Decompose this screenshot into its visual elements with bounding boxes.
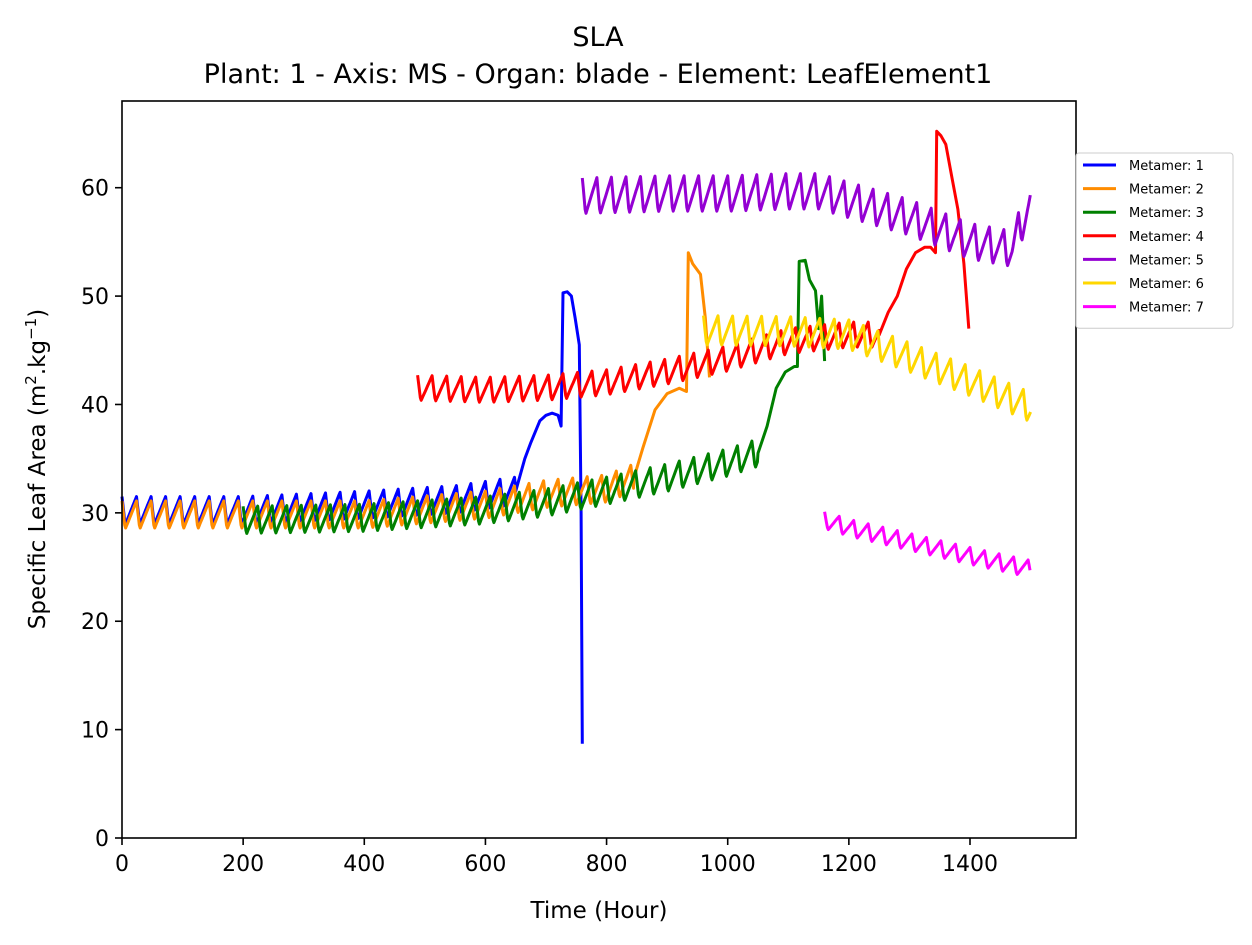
legend-label: Metamer: 1 (1129, 159, 1204, 174)
plot-frame (121, 100, 1077, 839)
y-tick-label: 0 (95, 827, 109, 852)
legend-label: Metamer: 6 (1129, 277, 1204, 292)
x-tick-label: 800 (586, 852, 628, 877)
series-line (823, 511, 1032, 576)
series-line (241, 258, 827, 535)
y-axis-label-mid: .kg (25, 340, 51, 375)
legend-label: Metamer: 5 (1129, 253, 1204, 268)
x-tick-label: 200 (222, 852, 264, 877)
x-axis: 0 200 400 600 800 1000 1200 1400 (115, 838, 998, 877)
y-axis-label-sup1: 2 (22, 375, 40, 385)
x-tick-label: 600 (464, 852, 506, 877)
x-tick-label: 0 (115, 852, 129, 877)
x-tick-label: 1400 (942, 852, 998, 877)
y-tick-label: 10 (81, 719, 109, 744)
series-line (702, 314, 1032, 422)
y-tick-label: 60 (81, 177, 109, 202)
y-tick-label: 30 (81, 502, 109, 527)
y-axis: 0 10 20 30 40 50 60 (81, 177, 122, 852)
y-axis-label-main: Specific Leaf Area (m (25, 385, 51, 630)
legend: Metamer: 1 Metamer: 2 Metamer: 3 Metamer: 4… (1075, 152, 1234, 329)
x-tick-label: 1000 (700, 852, 756, 877)
y-tick-label: 50 (81, 285, 109, 310)
legend-label: Metamer: 2 (1129, 183, 1204, 198)
series-line (120, 290, 584, 744)
series-layer (120, 129, 1032, 744)
x-tick-label: 400 (343, 852, 385, 877)
y-axis-label-end: ) (25, 309, 51, 318)
legend-label: Metamer: 3 (1129, 206, 1204, 221)
legend-label: Metamer: 4 (1129, 230, 1204, 245)
chart-subtitle: Plant: 1 - Axis: MS - Organ: blade - Ele… (204, 59, 993, 90)
series-line (416, 129, 971, 404)
y-axis-label-sup2: −1 (22, 318, 40, 340)
x-axis-label: Time (Hour) (530, 898, 668, 924)
y-tick-label: 20 (81, 610, 109, 635)
series-line (120, 251, 711, 530)
x-tick-label: 1200 (821, 852, 877, 877)
y-tick-label: 40 (81, 393, 109, 418)
chart-title: SLA (572, 22, 624, 53)
legend-label: Metamer: 7 (1129, 301, 1204, 316)
y-axis-label: Specific Leaf Area (m2.kg−1) (22, 309, 51, 629)
series-line (580, 172, 1032, 268)
